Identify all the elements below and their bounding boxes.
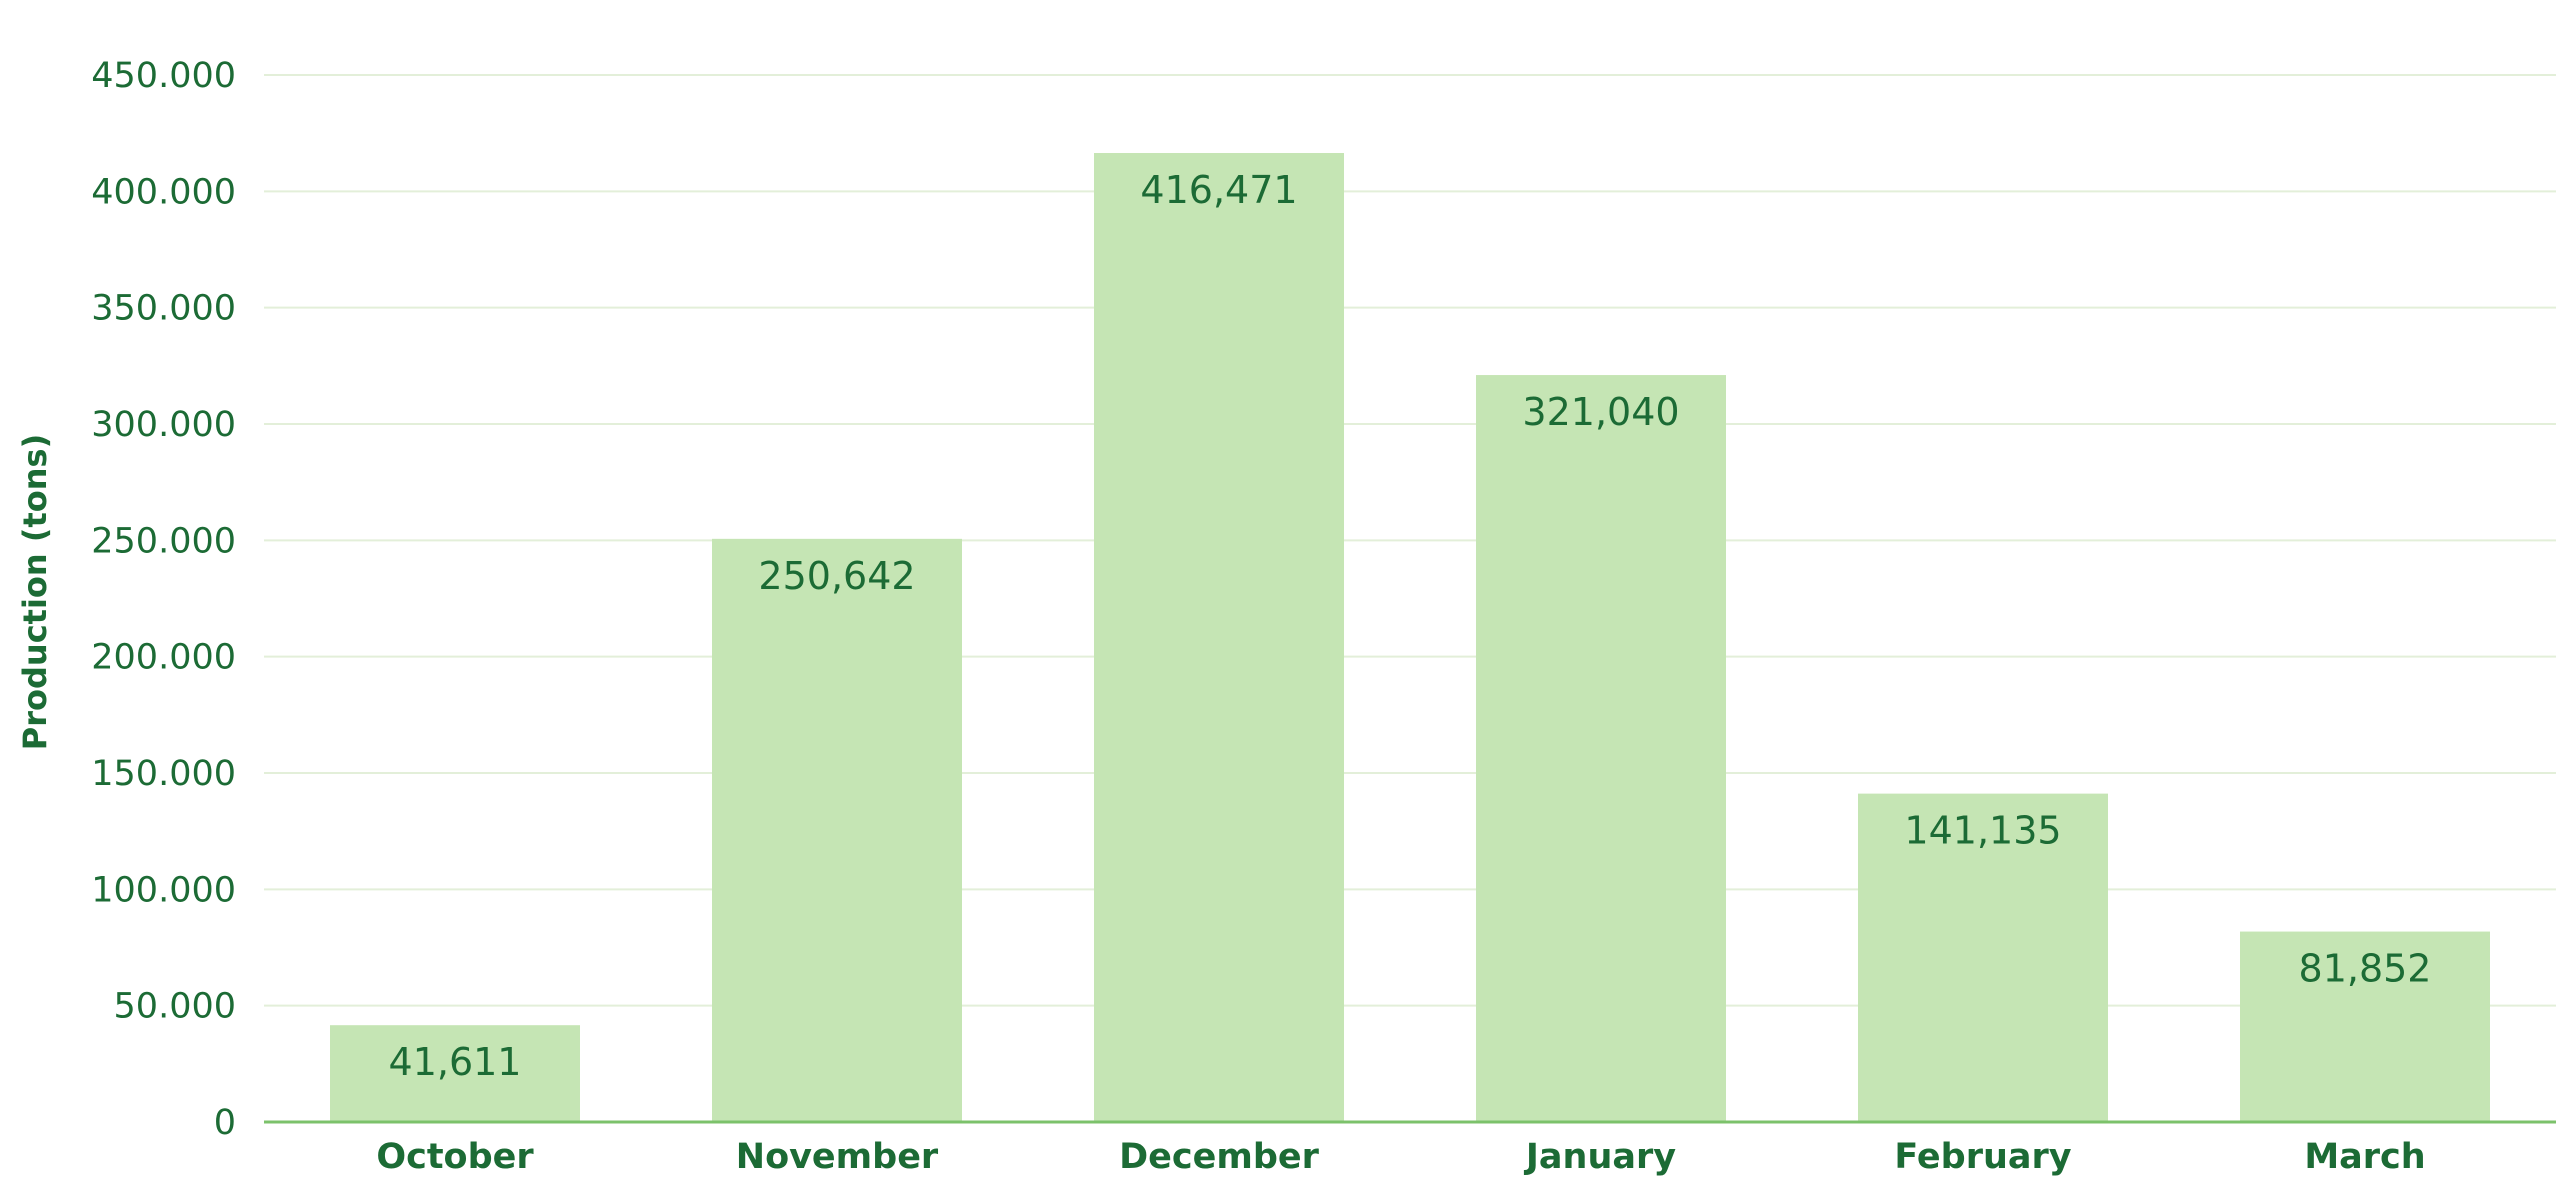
data-label: 81,852 <box>2299 947 2432 991</box>
y-axis-title: Production (tons) <box>16 434 54 750</box>
data-label: 416,471 <box>1140 168 1297 212</box>
y-axis-ticks: 0 50.000 100.000 150.000 200.000 250.000 300.0… <box>91 56 236 1143</box>
bar <box>1094 153 1344 1122</box>
x-tick-label: November <box>736 1137 939 1177</box>
x-tick-label: October <box>376 1137 534 1177</box>
x-tick-label: December <box>1119 1137 1320 1177</box>
bar <box>1858 793 2108 1122</box>
gridlines <box>264 74 2556 1007</box>
y-tick-label: 350.000 <box>91 289 236 329</box>
x-tick-label: January <box>1524 1137 1676 1177</box>
bars <box>330 153 2490 1122</box>
data-label: 321,040 <box>1522 390 1679 434</box>
data-label: 141,135 <box>1904 809 2061 853</box>
x-tick-label: February <box>1894 1137 2071 1177</box>
x-tick-label: March <box>2304 1137 2425 1177</box>
bar <box>330 1025 580 1122</box>
y-tick-label: 150.000 <box>91 754 236 794</box>
y-tick-label: 300.000 <box>91 405 236 445</box>
y-tick-label: 50.000 <box>114 987 236 1027</box>
y-tick-label: 100.000 <box>91 870 236 910</box>
y-tick-label: 0 <box>214 1103 236 1143</box>
bar <box>2240 931 2490 1122</box>
data-labels: 41,611 250,642 416,471 321,040 141,135 81,852 <box>389 168 2432 1084</box>
data-label: 250,642 <box>758 554 915 598</box>
y-tick-label: 250.000 <box>91 521 236 561</box>
data-label: 41,611 <box>389 1040 522 1084</box>
bar <box>712 538 962 1122</box>
y-tick-label: 400.000 <box>91 172 236 212</box>
bar <box>1476 375 1726 1122</box>
y-tick-label: 200.000 <box>91 638 236 678</box>
y-tick-label: 450.000 <box>91 56 236 96</box>
x-axis-ticks: October November December January February Ma… <box>376 1137 2425 1177</box>
